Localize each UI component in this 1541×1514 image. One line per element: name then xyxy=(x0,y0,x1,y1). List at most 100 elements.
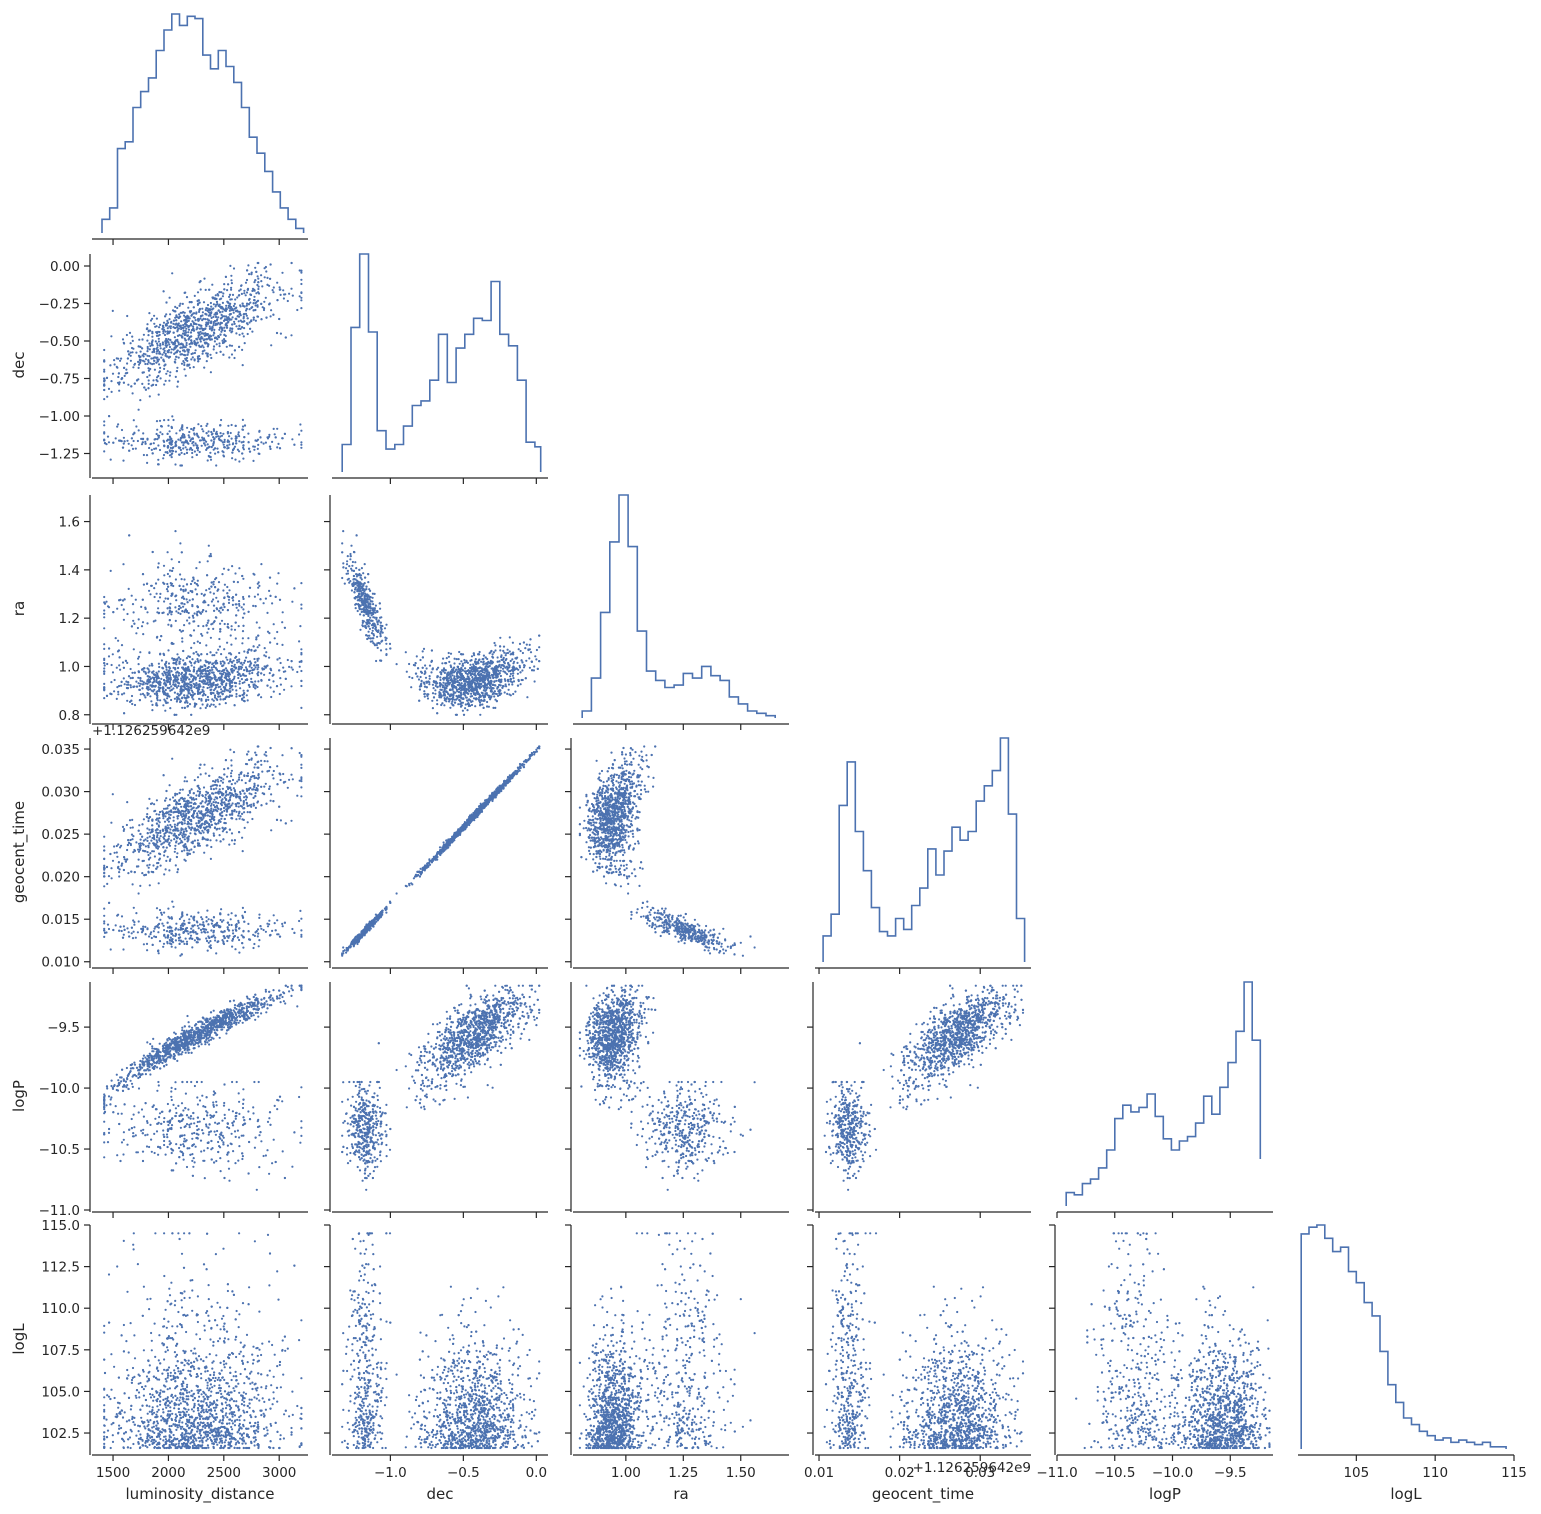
scatter-point xyxy=(192,682,195,685)
scatter-point xyxy=(170,670,173,673)
scatter-point xyxy=(117,639,120,642)
scatter-point xyxy=(103,439,106,442)
scatter-point xyxy=(248,273,251,276)
scatter-point xyxy=(181,610,184,613)
scatter-point xyxy=(371,592,374,595)
scatter-point xyxy=(360,600,363,603)
scatter-point xyxy=(170,624,173,627)
scatter-point xyxy=(341,542,344,545)
scatter-point xyxy=(480,698,483,702)
scatter-point xyxy=(165,313,168,316)
scatter-point xyxy=(268,678,271,682)
scatter-point xyxy=(293,443,296,446)
scatter-point xyxy=(236,670,239,674)
scatter-point xyxy=(235,442,238,445)
scatter-point xyxy=(263,267,266,270)
scatter-point xyxy=(205,313,208,316)
scatter-point xyxy=(191,352,194,355)
scatter-point xyxy=(189,331,193,334)
scatter-point xyxy=(191,605,194,608)
scatter-point xyxy=(188,343,191,346)
scatter-point xyxy=(506,692,509,696)
scatter-point xyxy=(206,673,209,676)
scatter-point xyxy=(222,567,226,570)
scatter-point xyxy=(230,625,233,628)
scatter-point xyxy=(152,442,155,445)
scatter-point xyxy=(227,679,230,682)
scatter-point xyxy=(137,360,140,363)
scatter-point xyxy=(198,310,201,313)
scatter-point xyxy=(262,442,265,445)
scatter-point xyxy=(159,377,162,380)
scatter-point xyxy=(162,290,165,293)
scatter-point xyxy=(189,582,193,586)
scatter-point xyxy=(224,275,227,278)
scatter-point xyxy=(243,661,246,665)
scatter-point xyxy=(193,662,196,665)
scatter-point xyxy=(163,419,166,422)
scatter-point xyxy=(193,316,196,319)
scatter-point xyxy=(441,686,444,689)
scatter-point xyxy=(144,682,147,685)
scatter-point xyxy=(282,666,285,669)
scatter-point xyxy=(154,619,157,622)
scatter-point xyxy=(148,355,151,358)
scatter-point xyxy=(238,440,241,443)
scatter-point xyxy=(161,341,164,344)
scatter-point xyxy=(276,582,279,585)
scatter-point xyxy=(272,673,275,676)
scatter-point xyxy=(156,360,159,363)
scatter-point xyxy=(242,440,245,443)
scatter-point xyxy=(179,658,182,661)
scatter-point xyxy=(127,442,130,445)
scatter-point xyxy=(184,446,187,449)
scatter-point xyxy=(103,643,106,646)
scatter-point xyxy=(192,652,195,655)
scatter-point xyxy=(169,446,172,449)
scatter-point xyxy=(253,664,256,667)
scatter-point xyxy=(385,653,388,657)
scatter-point xyxy=(420,680,423,683)
scatter-point xyxy=(213,332,216,335)
scatter-point xyxy=(254,661,257,664)
scatter-point xyxy=(176,380,180,383)
scatter-point xyxy=(186,315,189,318)
scatter-point xyxy=(211,326,214,329)
scatter-point xyxy=(188,430,191,434)
scatter-point xyxy=(118,383,121,386)
scatter-point xyxy=(221,608,224,612)
scatter-point xyxy=(385,623,388,626)
scatter-point xyxy=(117,423,120,426)
y-tick-label: 1.4 xyxy=(59,563,80,579)
scatter-point xyxy=(158,434,161,437)
scatter-point xyxy=(201,694,204,697)
scatter-point xyxy=(201,314,204,317)
scatter-point xyxy=(254,687,257,690)
scatter-point xyxy=(170,558,173,561)
scatter-point xyxy=(474,705,477,708)
scatter-point xyxy=(150,584,153,587)
scatter-point xyxy=(111,653,114,656)
scatter-point xyxy=(243,669,246,672)
scatter-point xyxy=(180,578,183,581)
scatter-point xyxy=(103,595,106,599)
scatter-point xyxy=(239,687,242,690)
scatter-point xyxy=(251,289,254,292)
scatter-point xyxy=(246,689,249,692)
scatter-point xyxy=(242,457,245,460)
scatter-point xyxy=(166,675,169,678)
scatter-point xyxy=(469,663,472,666)
scatter-point xyxy=(145,454,149,457)
scatter-point xyxy=(183,706,186,710)
scatter-point xyxy=(221,573,224,576)
scatter-point xyxy=(356,609,359,613)
scatter-point xyxy=(148,342,151,345)
scatter-point xyxy=(493,641,496,645)
scatter-point xyxy=(256,447,259,450)
scatter-point xyxy=(176,692,179,696)
scatter-point xyxy=(231,323,234,326)
scatter-point xyxy=(447,683,450,686)
scatter-point xyxy=(184,687,187,690)
scatter-point xyxy=(217,322,220,325)
scatter-point xyxy=(238,435,241,438)
